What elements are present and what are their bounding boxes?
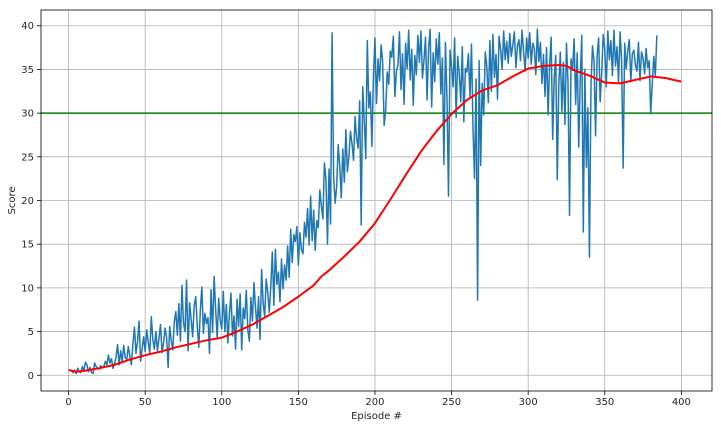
- x-tick-label: 50: [139, 397, 152, 408]
- y-tick-label: 40: [21, 21, 34, 32]
- y-tick-label: 10: [21, 283, 34, 294]
- y-tick-label: 25: [21, 152, 34, 163]
- axis-ticks: 0 50 100 150 200 250 300 350 400 0 5 10 15 20 25 30 35 40: [21, 21, 691, 408]
- x-tick-label: 300: [519, 397, 538, 408]
- episode-score-line: [69, 28, 658, 375]
- x-tick-label: 0: [65, 397, 71, 408]
- x-tick-label: 150: [289, 397, 308, 408]
- y-tick-label: 15: [21, 240, 34, 251]
- y-tick-label: 5: [28, 327, 34, 338]
- x-tick-label: 400: [672, 397, 691, 408]
- x-tick-label: 100: [212, 397, 231, 408]
- x-tick-label: 200: [365, 397, 384, 408]
- y-tick-label: 20: [21, 196, 34, 207]
- x-axis-label: Episode #: [351, 411, 402, 422]
- y-tick-label: 35: [21, 65, 34, 76]
- x-tick-label: 350: [595, 397, 614, 408]
- moving-average-line: [68, 64, 682, 373]
- x-tick-label: 250: [442, 397, 461, 408]
- y-tick-label: 30: [21, 109, 34, 120]
- y-tick-label: 0: [28, 371, 34, 382]
- y-axis-label: Score: [7, 186, 18, 214]
